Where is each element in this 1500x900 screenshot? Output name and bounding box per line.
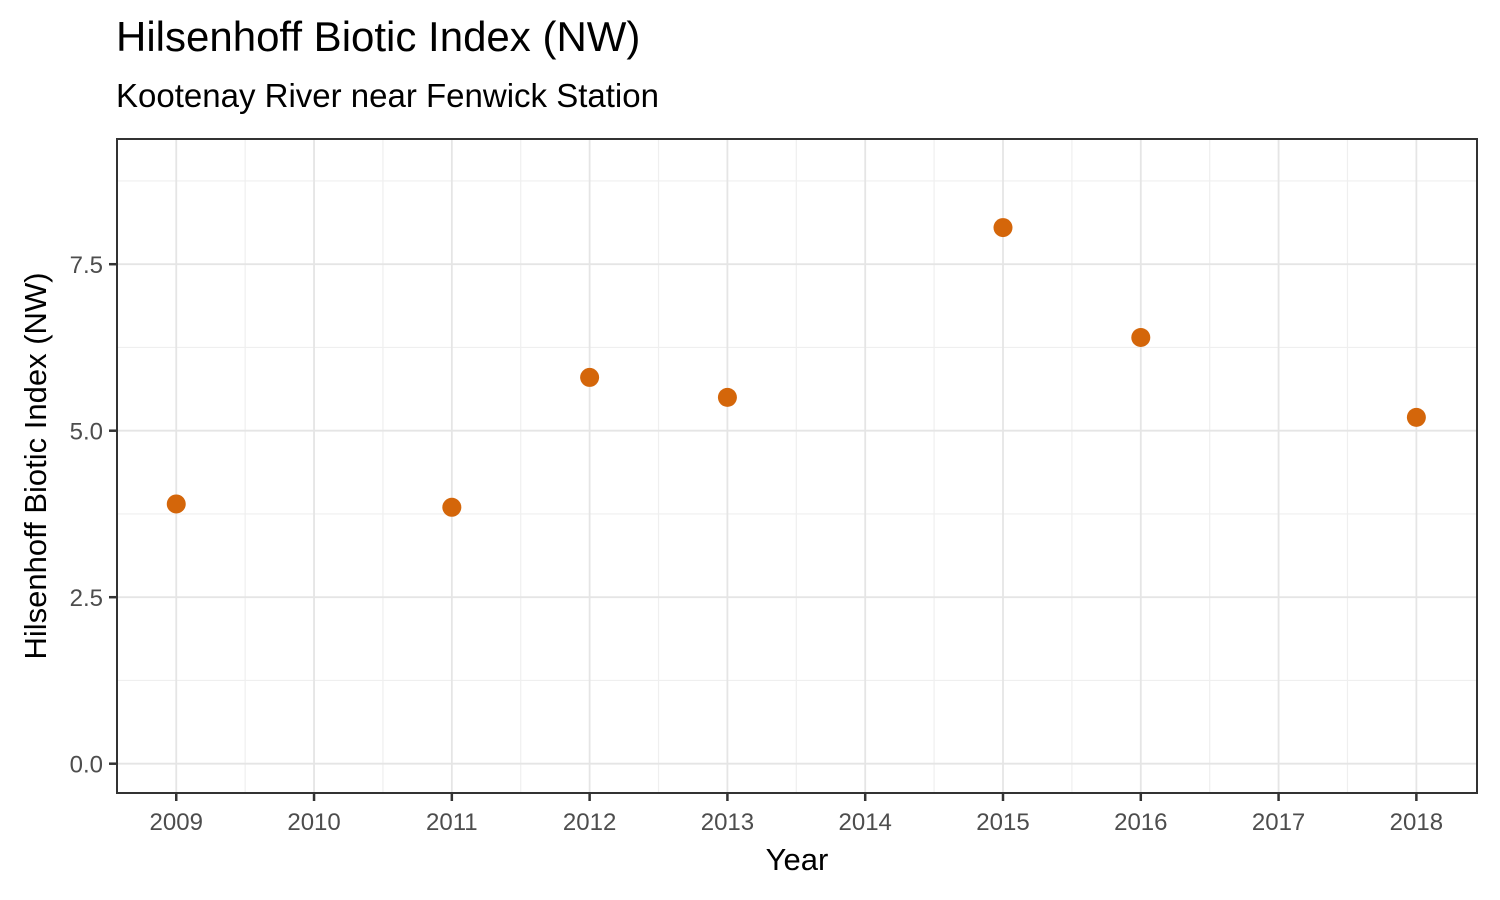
- x-tick-label: 2009: [150, 809, 203, 836]
- x-tick-label: 2013: [701, 809, 754, 836]
- data-point: [717, 387, 737, 407]
- x-tick-label: 2016: [1114, 809, 1167, 836]
- panel-border: [116, 138, 1478, 794]
- data-point: [442, 497, 462, 517]
- y-tick-label: 5.0: [70, 419, 103, 446]
- y-tick-label: 0.0: [70, 752, 103, 779]
- x-axis-title: Year: [765, 842, 829, 877]
- data-point: [1131, 327, 1151, 347]
- x-tick-label: 2018: [1390, 809, 1443, 836]
- data-point: [993, 218, 1013, 238]
- x-tick-label: 2010: [287, 809, 340, 836]
- chart-title: Hilsenhoff Biotic Index (NW): [116, 13, 641, 60]
- x-tick-label: 2017: [1252, 809, 1305, 836]
- x-tick-label: 2012: [563, 809, 616, 836]
- y-tick-label: 2.5: [70, 585, 103, 612]
- data-point: [1406, 407, 1426, 427]
- data-point: [580, 367, 600, 387]
- x-tick-label: 2015: [976, 809, 1029, 836]
- y-tick-label: 7.5: [70, 252, 103, 279]
- chart-subtitle: Kootenay River near Fenwick Station: [116, 77, 659, 114]
- x-tick-label: 2011: [426, 809, 478, 836]
- x-tick-label: 2014: [839, 809, 892, 836]
- data-point: [166, 494, 186, 514]
